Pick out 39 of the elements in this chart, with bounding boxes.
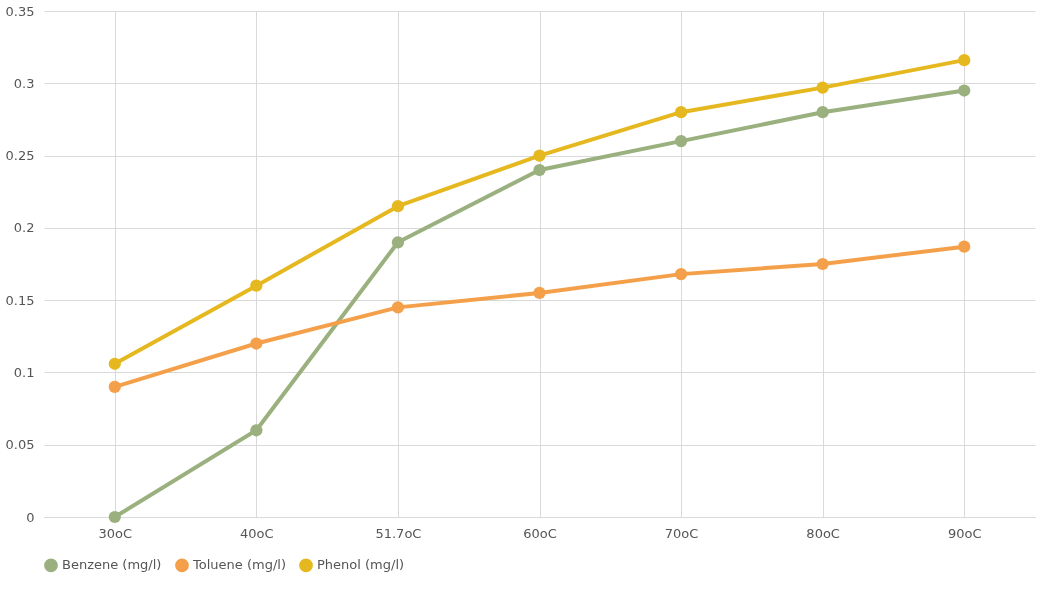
x-tick-label: 70oC xyxy=(664,525,699,541)
x-tick-label: 80oC xyxy=(806,525,840,541)
legend-label: Toluene (mg/l) xyxy=(192,557,286,573)
point xyxy=(674,106,688,119)
y-tick-label: 0.25 xyxy=(5,148,35,164)
point xyxy=(108,510,121,524)
point xyxy=(958,84,971,97)
y-tick-label: 0.3 xyxy=(13,75,35,91)
y-tick-label: 0.2 xyxy=(13,220,35,236)
point xyxy=(533,286,546,300)
x-tick-label: 90oC xyxy=(947,525,982,541)
y-tick-label: 0.05 xyxy=(5,437,35,453)
y-tick-label: 0.1 xyxy=(13,364,35,380)
point xyxy=(816,81,829,94)
point xyxy=(391,200,405,213)
point xyxy=(108,380,121,393)
y-tick-label: 0 xyxy=(26,509,35,525)
point xyxy=(391,301,405,314)
y-tick-label: 0.35 xyxy=(5,3,35,19)
x-tick-label: 30oC xyxy=(98,525,133,541)
point xyxy=(533,163,546,177)
point xyxy=(674,268,688,281)
y-tick-label: 0.15 xyxy=(5,292,35,308)
point xyxy=(958,54,971,67)
point xyxy=(674,135,688,148)
point xyxy=(250,424,263,437)
point xyxy=(816,106,829,119)
x-tick-label: 40oC xyxy=(240,525,274,541)
legend-label: Phenol (mg/l) xyxy=(317,557,405,573)
x-tick-label: 51.7oC xyxy=(375,525,422,541)
point xyxy=(391,236,405,249)
point xyxy=(250,337,263,350)
point xyxy=(816,257,829,271)
x-tick-label: 60oC xyxy=(523,525,557,541)
point xyxy=(958,240,971,253)
point xyxy=(250,279,263,292)
legend-label: Benzene (mg/l) xyxy=(62,557,162,573)
point xyxy=(108,357,121,370)
point xyxy=(533,149,546,162)
